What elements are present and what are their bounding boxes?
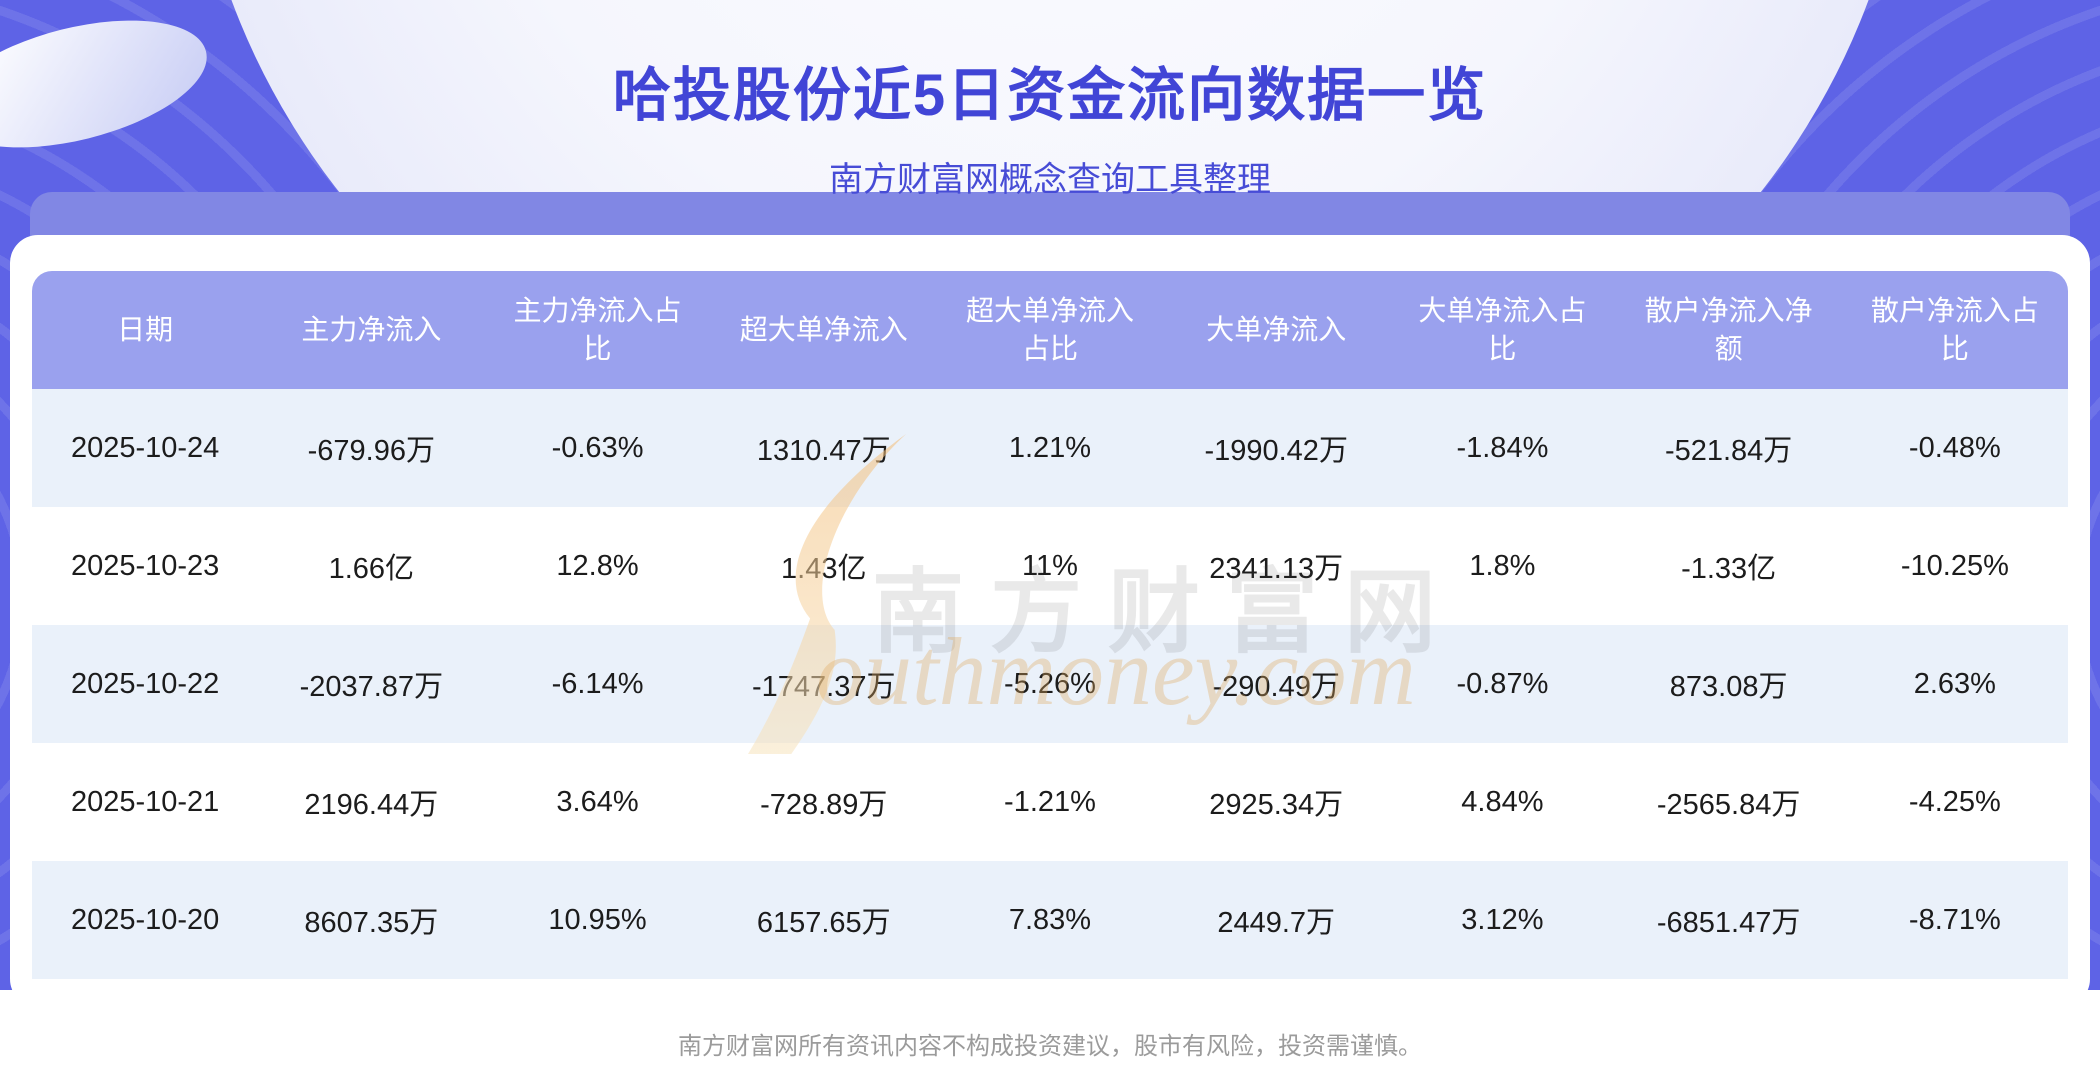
table-cell: 11% <box>1022 549 1078 582</box>
footer-disclaimer: 南方财富网所有资讯内容不构成投资建议，股市有风险，投资需谨慎。 <box>678 1033 1422 1060</box>
table-cell: -1747.37万 <box>752 671 896 703</box>
table-cell: 12.8% <box>556 549 639 582</box>
table-cell: -0.87% <box>1456 667 1549 700</box>
table-cell: -4.25% <box>1908 785 2001 818</box>
fund-flow-table: 日期 主力净流入 主力净流入占比 超大单净流入 超大单净流入占比 大单净流入 大单净流入占比… <box>32 271 2068 979</box>
table-cell: -8.71% <box>1908 903 2001 936</box>
table-cell: 1.21% <box>1008 431 1092 464</box>
table-cell: 6157.65万 <box>756 907 891 939</box>
table-cell: 1.66亿 <box>328 553 415 585</box>
table-cell: 2449.7万 <box>1217 907 1336 939</box>
table-cell: 1.8% <box>1469 549 1536 582</box>
table-cell: -0.63% <box>551 431 644 464</box>
table-cell: -2037.87万 <box>299 671 444 703</box>
table-body: 2025-10-24 -679.96万 -0.63% 1310.47万 1.21% -19… <box>32 389 2068 979</box>
column-header: 超大单净流入占比 <box>965 295 1134 364</box>
table-cell: 3.64% <box>556 785 639 818</box>
table-cell: 2341.13万 <box>1209 553 1344 585</box>
table-cell: 3.12% <box>1461 903 1544 936</box>
column-header: 主力净流入 <box>301 314 442 346</box>
table-cell: -679.96万 <box>307 435 435 467</box>
table-row: 2025-10-23 1.66亿 12.8% 1.43亿 11% 2341.13万 1.8%… <box>32 507 2068 625</box>
table-row: 2025-10-24 -679.96万 -0.63% 1310.47万 1.21% -19… <box>32 389 2068 507</box>
column-header: 日期 <box>117 314 174 346</box>
table-cell: 2025-10-23 <box>70 549 220 582</box>
table-cell: 1.43亿 <box>781 553 867 585</box>
table-row: 2025-10-21 2196.44万 3.64% -728.89万 -1.21% 292… <box>32 743 2068 861</box>
table-cell: -1.33亿 <box>1681 553 1777 585</box>
table-cell: -0.48% <box>1908 431 2001 464</box>
table-cell: 873.08万 <box>1669 671 1788 703</box>
data-card: 日期 主力净流入 主力净流入占比 超大单净流入 超大单净流入占比 大单净流入 大单净流入占比… <box>10 235 2090 1007</box>
table-cell: -290.49万 <box>1212 671 1340 703</box>
page-title: 哈投股份近5日资金流向数据一览 <box>612 63 1488 128</box>
table-cell: -1990.42万 <box>1204 435 1348 467</box>
column-header: 散户净流入占比 <box>1870 295 2039 364</box>
column-header: 散户净流入净额 <box>1644 295 1813 364</box>
table-cell: 10.95% <box>548 903 647 936</box>
table-cell: -5.26% <box>1004 667 1096 700</box>
table-cell: 1310.47万 <box>756 435 891 467</box>
table-cell: 2025-10-22 <box>70 667 220 700</box>
table-cell: -521.84万 <box>1664 435 1793 467</box>
column-header: 大单净流入 <box>1206 314 1347 346</box>
table-cell: -6.14% <box>551 667 644 700</box>
table-cell: 4.84% <box>1461 785 1544 818</box>
table-cell: 2025-10-21 <box>70 785 220 818</box>
table-cell: -2565.84万 <box>1656 789 1801 821</box>
table-row: 2025-10-20 8607.35万 10.95% 6157.65万 7.83% 244… <box>32 861 2068 979</box>
table-header-row: 日期 主力净流入 主力净流入占比 超大单净流入 超大单净流入占比 大单净流入 大单净流入占比… <box>32 271 2068 389</box>
column-header: 主力净流入占比 <box>513 295 682 364</box>
table-cell: 2925.34万 <box>1209 789 1344 821</box>
page-subtitle: 南方财富网概念查询工具整理 <box>829 161 1271 199</box>
table-cell: 8607.35万 <box>304 907 439 939</box>
column-header: 大单净流入占比 <box>1418 295 1587 364</box>
column-header: 超大单净流入 <box>739 314 908 346</box>
table-cell: 2.63% <box>1913 667 1996 700</box>
table-cell: -1.84% <box>1456 431 1549 464</box>
table-cell: 2196.44万 <box>304 789 439 821</box>
table-cell: 2025-10-20 <box>70 903 220 936</box>
table-cell: 2025-10-24 <box>70 431 220 464</box>
table-row: 2025-10-22 -2037.87万 -6.14% -1747.37万 -5.26%… <box>32 625 2068 743</box>
table-cell: -1.21% <box>1004 785 1096 818</box>
table-cell: -728.89万 <box>760 789 888 821</box>
table-cell: -6851.47万 <box>1656 907 1801 939</box>
table-cell: 7.83% <box>1008 903 1092 936</box>
table-cell: -10.25% <box>1900 549 2009 582</box>
